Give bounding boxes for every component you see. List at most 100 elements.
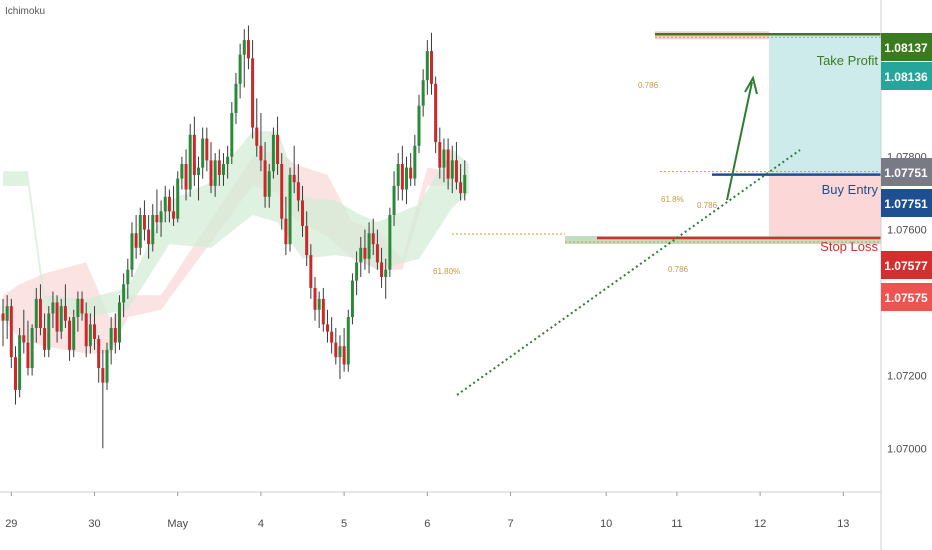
candle-bullish bbox=[346, 317, 350, 365]
risk-zone bbox=[769, 174, 881, 238]
x-tick-label: 4 bbox=[258, 518, 264, 530]
x-tick-label: 5 bbox=[341, 518, 347, 530]
candle-bearish bbox=[459, 182, 463, 194]
price-tag bbox=[881, 251, 932, 279]
candle-bullish bbox=[176, 178, 180, 219]
y-tick-label: 1.07200 bbox=[887, 370, 927, 382]
indicator-label: Ichimoku bbox=[5, 6, 46, 17]
candle-bearish bbox=[380, 262, 384, 277]
stop-support-band bbox=[565, 235, 881, 244]
price-tag bbox=[881, 189, 932, 217]
candle-bullish bbox=[359, 247, 363, 263]
candle-bearish bbox=[113, 328, 117, 343]
candle-bullish bbox=[88, 324, 92, 347]
candle-bullish bbox=[463, 174, 467, 194]
x-tick-label: 13 bbox=[837, 518, 849, 530]
candle-bullish bbox=[213, 160, 217, 186]
candle-bearish bbox=[147, 229, 151, 245]
candle-bearish bbox=[296, 182, 300, 201]
candle-bearish bbox=[309, 255, 313, 288]
candle-bearish bbox=[84, 313, 88, 347]
candle-bullish bbox=[230, 112, 234, 157]
price-tag-label: 1.07575 bbox=[884, 291, 928, 305]
candle-bearish bbox=[1, 313, 5, 321]
candle-bullish bbox=[197, 167, 201, 175]
candle-bearish bbox=[429, 51, 433, 84]
reward-zone bbox=[769, 34, 881, 175]
candle-bullish bbox=[417, 105, 421, 146]
candle-bearish bbox=[80, 298, 84, 314]
candle-bearish bbox=[400, 164, 404, 190]
candle-bearish bbox=[409, 167, 413, 179]
candle-bearish bbox=[155, 215, 159, 223]
candle-bearish bbox=[97, 338, 101, 369]
x-tick-label: 7 bbox=[507, 518, 513, 530]
y-tick-label: 1.07000 bbox=[887, 443, 927, 455]
trade-zones bbox=[565, 31, 881, 244]
candle-bullish bbox=[367, 233, 371, 259]
candle-bearish bbox=[446, 149, 450, 179]
candle-bearish bbox=[371, 233, 375, 245]
fib-label: 0.786 bbox=[697, 201, 718, 210]
candle-bearish bbox=[251, 58, 255, 128]
candle-bearish bbox=[192, 134, 196, 175]
candle-bearish bbox=[301, 200, 305, 226]
candle-bearish bbox=[217, 160, 221, 175]
x-tick-label: 12 bbox=[754, 518, 766, 530]
candle-bearish bbox=[434, 83, 438, 143]
price-tag-label: 1.08137 bbox=[884, 41, 928, 55]
x-tick-label: 29 bbox=[5, 518, 17, 530]
candle-bearish bbox=[9, 306, 13, 358]
buy-entry-label: Buy Entry bbox=[822, 182, 879, 197]
target-arrow-head bbox=[744, 75, 758, 95]
candle-bearish bbox=[101, 368, 105, 383]
candle-bearish bbox=[38, 298, 42, 328]
candle-bullish bbox=[163, 196, 167, 212]
price-tag bbox=[881, 283, 932, 311]
drawings: 0.786 61.8% 0.786 61.80% 0.786 Take Profit Buy… bbox=[433, 33, 881, 396]
candle-bearish bbox=[134, 233, 138, 248]
candle-bullish bbox=[271, 134, 275, 172]
fib-label: 61.80% bbox=[433, 267, 460, 276]
candle-bearish bbox=[93, 324, 97, 339]
take-profit-label: Take Profit bbox=[817, 53, 879, 68]
candle-bullish bbox=[130, 233, 134, 270]
candle-bearish bbox=[454, 160, 458, 183]
candle-bullish bbox=[425, 51, 429, 81]
candle-bearish bbox=[284, 218, 288, 245]
candle-bullish bbox=[267, 171, 271, 197]
candle-bearish bbox=[342, 346, 346, 365]
cloud-bearish bbox=[3, 149, 453, 354]
candle-bearish bbox=[321, 298, 325, 325]
ascending-trendline bbox=[456, 149, 801, 396]
candle-bearish bbox=[363, 247, 367, 259]
candle-bearish bbox=[22, 335, 26, 343]
candle-bullish bbox=[180, 164, 184, 179]
x-tick-label: May bbox=[167, 518, 188, 530]
candle-bearish bbox=[263, 160, 267, 197]
price-tag-label: 1.08136 bbox=[884, 70, 928, 84]
candle-bullish bbox=[76, 298, 80, 318]
target-arrow-shaft bbox=[726, 81, 753, 201]
candle-bullish bbox=[117, 302, 121, 343]
candle-bearish bbox=[43, 328, 47, 350]
candle-bullish bbox=[51, 302, 55, 314]
candle-bearish bbox=[246, 40, 250, 59]
candle-bullish bbox=[413, 145, 417, 179]
y-tick-label: 1.07600 bbox=[887, 225, 927, 237]
candle-bearish bbox=[375, 244, 379, 263]
candle-bullish bbox=[47, 313, 51, 350]
price-tag-label: 1.07751 bbox=[884, 197, 928, 211]
price-tag bbox=[881, 158, 932, 186]
candle-bullish bbox=[396, 164, 400, 186]
price-tag-label: 1.07577 bbox=[884, 259, 928, 273]
candle-bullish bbox=[421, 80, 425, 106]
fib-label: 0.786 bbox=[638, 81, 659, 90]
candle-bullish bbox=[72, 317, 76, 350]
candle-bullish bbox=[355, 262, 359, 281]
candle-bullish bbox=[338, 346, 342, 358]
candle-bullish bbox=[392, 185, 396, 216]
candle-bearish bbox=[26, 342, 30, 369]
candle-bullish bbox=[18, 335, 22, 390]
